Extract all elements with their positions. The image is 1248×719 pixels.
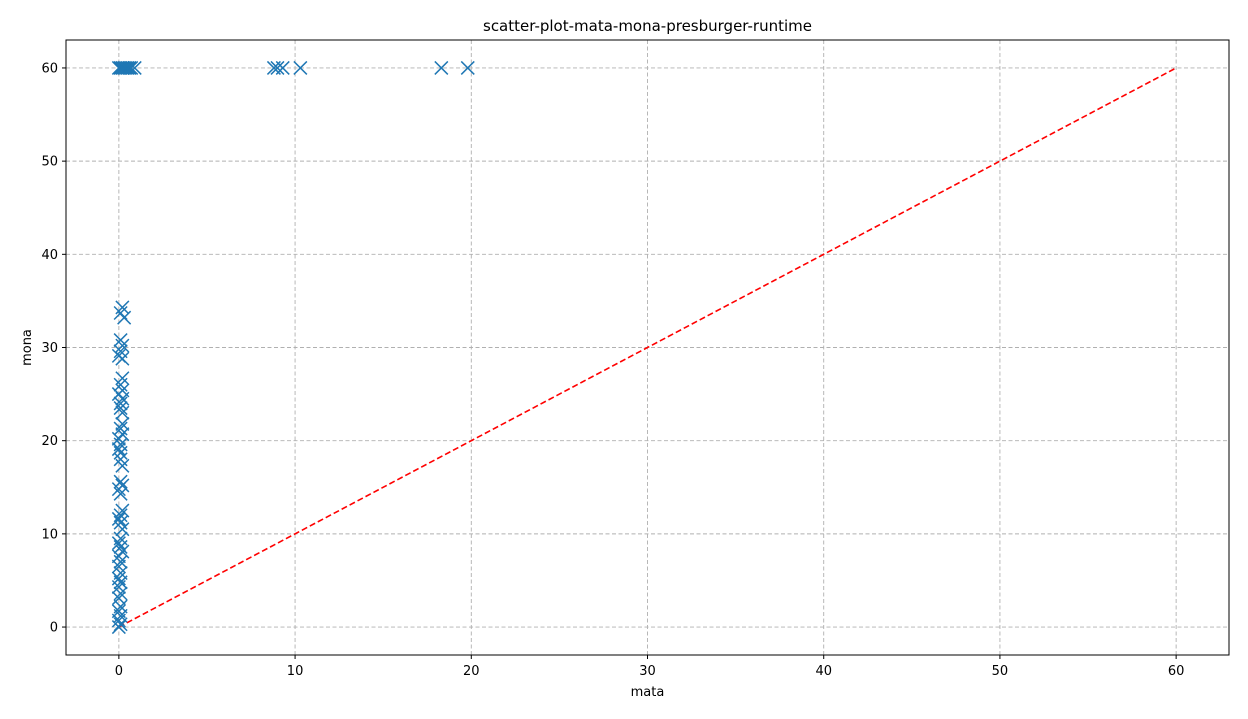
x-tick-label: 30 — [639, 664, 656, 679]
data-point — [115, 391, 130, 406]
reference-line-group — [118, 67, 1177, 628]
data-point — [115, 405, 130, 420]
data-point — [113, 575, 128, 590]
y-tick-label: 40 — [41, 248, 58, 263]
data-point — [113, 486, 128, 501]
data-point — [113, 508, 128, 523]
y-tick-label: 0 — [50, 621, 58, 636]
data-point — [113, 445, 128, 460]
data-point — [115, 458, 130, 473]
data-point — [117, 310, 132, 325]
x-axis-label: mata — [631, 685, 665, 700]
y-tick-label: 30 — [41, 341, 58, 356]
data-point — [111, 549, 126, 564]
data-point — [120, 60, 135, 75]
data-point — [113, 586, 128, 601]
data-point — [111, 620, 126, 635]
x-tick-label: 10 — [287, 664, 304, 679]
data-point — [113, 554, 128, 569]
data-point — [115, 351, 130, 366]
data-point — [113, 333, 128, 348]
data-point — [113, 377, 128, 392]
data-point — [115, 503, 130, 518]
data-point — [111, 482, 126, 497]
axis-ticks: 0 10 20 30 40 50 60 0 10 20 30 40 50 60 — [41, 61, 1184, 679]
data-point — [115, 338, 130, 353]
y-tick-label: 60 — [41, 61, 58, 76]
data-point — [122, 60, 137, 75]
data-point — [111, 511, 126, 526]
data-point — [293, 60, 308, 75]
x-tick-label: 60 — [1168, 664, 1185, 679]
data-point — [113, 396, 128, 411]
x-tick-label: 20 — [463, 664, 480, 679]
data-point — [115, 416, 130, 431]
data-point — [270, 60, 285, 75]
data-point — [124, 60, 139, 75]
x-tick-label: 0 — [115, 664, 123, 679]
data-point — [111, 536, 126, 551]
data-point — [460, 60, 475, 75]
data-point — [127, 60, 142, 75]
data-point — [113, 539, 128, 554]
data-point — [113, 401, 128, 416]
data-point — [275, 60, 290, 75]
x-tick-label: 40 — [815, 664, 832, 679]
y-tick-label: 10 — [41, 527, 58, 542]
chart-title: scatter-plot-mata-mona-presburger-runtim… — [483, 17, 812, 35]
y-axis-label: mona — [20, 329, 35, 366]
reference-line — [118, 67, 1177, 628]
y-tick-label: 20 — [41, 434, 58, 449]
data-point — [111, 431, 126, 446]
data-point — [111, 613, 126, 628]
scatter-points — [111, 60, 475, 635]
x-tick-label: 50 — [992, 664, 1009, 679]
data-point — [117, 60, 132, 75]
data-point — [115, 522, 130, 537]
y-tick-label: 50 — [41, 155, 58, 170]
data-point — [111, 591, 126, 606]
data-point — [434, 60, 449, 75]
